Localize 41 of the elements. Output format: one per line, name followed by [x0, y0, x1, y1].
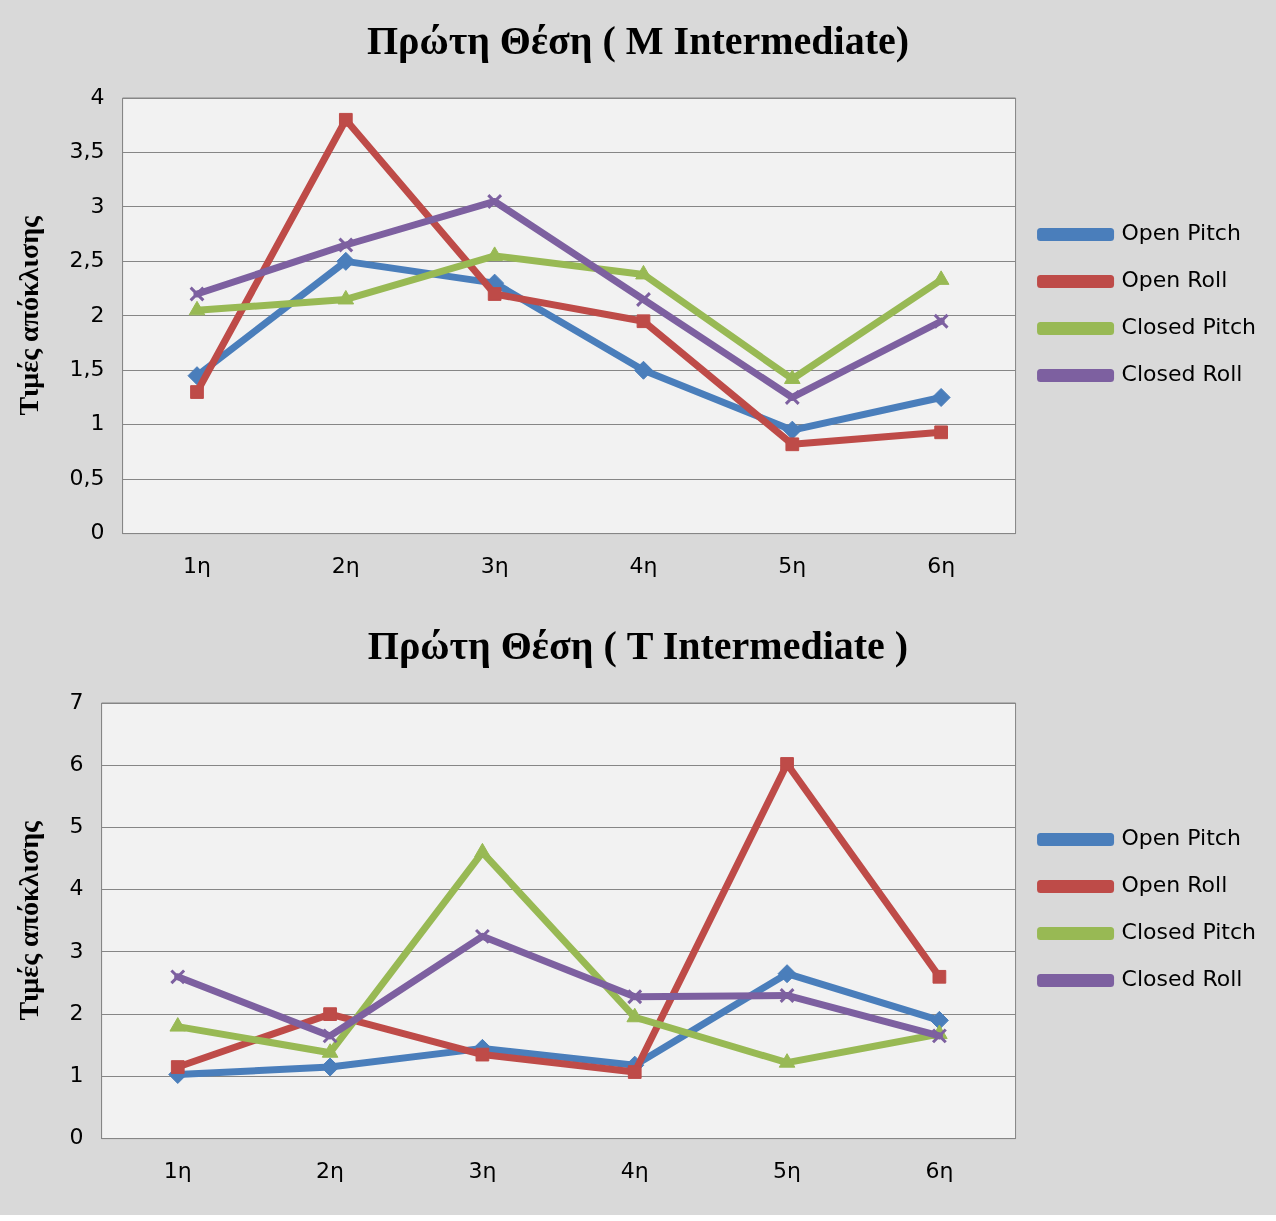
legend-label: Closed Pitch — [1121, 919, 1256, 945]
x-tick-label: 5η — [773, 1157, 802, 1183]
x-tick-label: 4η — [629, 552, 658, 578]
x-tick-label: 6η — [925, 1157, 954, 1183]
x-tick-label: 2η — [331, 552, 360, 578]
x-tick-label: 6η — [927, 552, 956, 578]
legend-label: Open Roll — [1121, 267, 1228, 293]
legend-label: Closed Roll — [1121, 361, 1243, 387]
y-tick-label: 1 — [90, 410, 105, 436]
y-tick-label: 5 — [69, 813, 84, 839]
y-axis-title: Τιμές απόκλισης — [13, 819, 45, 1021]
x-tick-label: 5η — [778, 552, 807, 578]
y-axis-title: Τιμές απόκλισης — [13, 214, 45, 416]
y-tick-label: 0,5 — [69, 464, 105, 490]
y-tick-label: 6 — [69, 750, 84, 776]
y-tick-label: 1 — [69, 1062, 84, 1088]
x-tick-label: 4η — [620, 1157, 649, 1183]
legend-label: Open Pitch — [1121, 825, 1241, 851]
y-tick-label: 0 — [69, 1124, 84, 1150]
y-tick-label: 3 — [90, 192, 105, 218]
x-tick-label: 3η — [468, 1157, 497, 1183]
x-tick-label: 1η — [183, 552, 211, 578]
y-tick-label: 7 — [69, 688, 84, 714]
legend-label: Open Pitch — [1121, 220, 1241, 246]
y-tick-label: 4 — [69, 875, 84, 901]
y-tick-label: 1,5 — [69, 355, 105, 381]
y-tick-label: 0 — [90, 519, 105, 545]
y-tick-label: 2 — [69, 999, 84, 1025]
legend-label: Closed Roll — [1121, 966, 1243, 992]
legend-label: Closed Pitch — [1121, 314, 1256, 340]
y-tick-label: 2,5 — [69, 247, 105, 273]
y-tick-label: 2 — [90, 301, 105, 327]
y-tick-label: 3,5 — [69, 138, 105, 164]
x-tick-label: 3η — [480, 552, 509, 578]
x-tick-label: 1η — [163, 1157, 192, 1183]
legend-label: Open Roll — [1121, 872, 1228, 898]
y-tick-label: 3 — [69, 937, 84, 963]
chart-title: Πρώτη Θέση ( M Intermediate) — [366, 18, 910, 64]
x-tick-label: 2η — [316, 1157, 345, 1183]
chart-title: Πρώτη Θέση ( T Intermediate ) — [367, 623, 909, 669]
y-tick-label: 4 — [90, 83, 105, 109]
